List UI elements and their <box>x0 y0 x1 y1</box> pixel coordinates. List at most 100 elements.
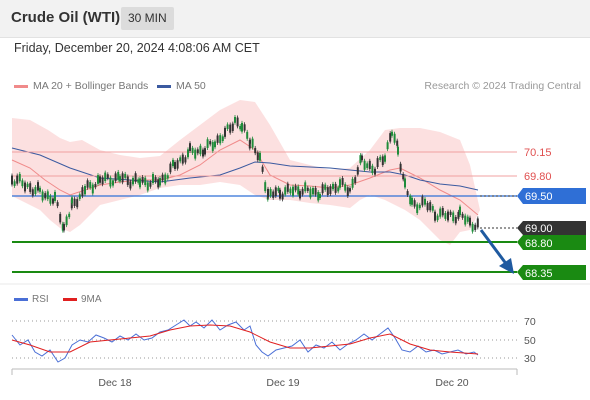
rsi-70-label: 70 <box>524 316 536 328</box>
candle-body <box>209 141 212 145</box>
candle-body <box>356 167 359 175</box>
candle-body <box>309 188 312 198</box>
candle-body <box>97 175 99 184</box>
candle-body <box>226 124 229 130</box>
candle-body <box>256 152 259 161</box>
candlesticks <box>11 114 479 234</box>
candle-body <box>184 157 187 163</box>
candle-body <box>406 191 409 196</box>
candle-body <box>144 177 147 186</box>
candle-body <box>413 200 416 207</box>
candle-body <box>444 213 447 219</box>
candle-body <box>346 187 349 197</box>
candle-body <box>399 163 402 172</box>
x-label-dec19: Dec 19 <box>266 377 299 389</box>
candle-body <box>306 187 309 192</box>
candle-body <box>41 191 44 201</box>
candle-body <box>324 184 327 190</box>
candle-body <box>49 195 52 204</box>
candle-body <box>134 173 137 182</box>
candle-body <box>216 135 219 143</box>
candle-body <box>289 188 292 194</box>
candle-body <box>361 155 363 161</box>
candle-body <box>52 198 54 204</box>
candle-body <box>319 194 321 199</box>
candle-body <box>241 122 243 132</box>
candle-body <box>214 141 216 148</box>
candle-body <box>189 143 191 151</box>
candle-body <box>117 171 120 180</box>
chart-header: Crude Oil (WTI) 30 MIN <box>0 0 590 38</box>
candle-body <box>349 188 351 192</box>
level-70.15-label: 70.15 <box>524 147 552 159</box>
rsi-line <box>11 319 479 363</box>
candle-body <box>26 183 29 188</box>
level-69.50-label: 69.50 <box>525 191 553 203</box>
candle-body <box>61 223 64 231</box>
candle-body <box>304 182 307 192</box>
candle-body <box>231 123 234 131</box>
candle-body <box>294 185 297 191</box>
candle-body <box>84 186 86 195</box>
candle-body <box>137 179 140 183</box>
candle-body <box>436 215 439 221</box>
candle-body <box>31 189 34 196</box>
candle-body <box>194 149 197 159</box>
candle-body <box>71 197 73 204</box>
candle-body <box>329 186 332 194</box>
candle-body <box>402 174 405 180</box>
ma50-swatch <box>157 84 171 88</box>
candle-body <box>439 208 442 217</box>
timeframe-badge[interactable]: 30 MIN <box>121 7 174 30</box>
candle-body <box>363 160 366 170</box>
candle-body <box>211 142 214 151</box>
candle-body <box>379 156 382 161</box>
candle-body <box>332 183 334 190</box>
candle-body <box>461 213 464 218</box>
candle-body <box>54 191 56 201</box>
candle-body <box>46 191 49 200</box>
legend-ma50-label: MA 50 <box>176 80 206 92</box>
candle-body <box>389 133 392 142</box>
candle-body <box>56 202 59 207</box>
candle-body <box>386 142 389 150</box>
candle-body <box>312 187 314 195</box>
candle-body <box>441 208 444 216</box>
candle-body <box>267 188 269 198</box>
rsi-ma-line <box>11 324 479 355</box>
candle-body <box>249 139 251 144</box>
ma20-line <box>11 139 479 216</box>
candle-body <box>114 173 117 182</box>
candle-body <box>251 138 254 148</box>
candle-body <box>176 160 179 169</box>
candle-body <box>404 178 406 188</box>
rsi-legend-label: RSI <box>32 294 49 305</box>
candle-body <box>161 174 164 181</box>
candle-body <box>434 211 436 221</box>
candle-body <box>39 187 41 192</box>
candle-body <box>166 175 169 179</box>
projection-arrow-line <box>479 229 509 266</box>
candle-body <box>366 163 369 168</box>
candle-body <box>234 116 236 123</box>
candle-body <box>476 218 479 228</box>
candle-body <box>416 204 419 214</box>
candle-body <box>94 183 97 188</box>
candle-body <box>447 211 449 221</box>
candle-body <box>334 183 337 193</box>
candle-body <box>139 178 141 188</box>
candle-body <box>78 194 81 199</box>
candle-body <box>277 187 280 192</box>
candle-body <box>344 184 347 191</box>
candle-body <box>174 162 176 169</box>
candle-body <box>101 177 104 185</box>
x-label-dec18: Dec 18 <box>98 377 131 389</box>
candle-body <box>393 133 396 143</box>
candle-body <box>159 178 161 186</box>
candle-body <box>431 206 434 211</box>
candle-body <box>18 173 21 182</box>
candle-body <box>204 148 206 155</box>
candle-body <box>65 216 68 226</box>
candle-body <box>152 173 154 183</box>
